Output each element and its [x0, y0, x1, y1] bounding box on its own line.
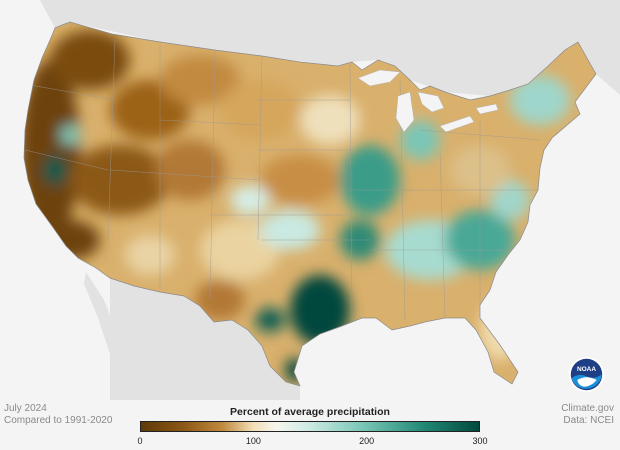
noaa-logo: NOAA — [568, 356, 605, 393]
svg-text:NOAA: NOAA — [577, 366, 596, 373]
source-credit: Climate.gov — [561, 403, 614, 414]
legend-color-bar — [140, 421, 480, 432]
surrounding-land — [40, 0, 620, 400]
legend-tick-300: 300 — [472, 436, 488, 446]
legend-tick-100: 100 — [245, 436, 261, 446]
map-date: July 2024 — [4, 403, 47, 414]
baseline-period: Compared to 1991-2020 — [4, 415, 113, 426]
precipitation-map — [23, 0, 620, 400]
legend-tick-200: 200 — [359, 436, 375, 446]
footer-left: July 2024 Compared to 1991-2020 — [4, 403, 112, 427]
great-lakes — [357, 69, 499, 133]
legend-tick-0: 0 — [137, 436, 143, 446]
footer-right: Climate.gov Data: NCEI — [561, 403, 614, 427]
data-credit: Data: NCEI — [563, 415, 614, 426]
legend-title: Percent of average precipitation — [230, 406, 390, 418]
us-outline — [23, 21, 597, 387]
